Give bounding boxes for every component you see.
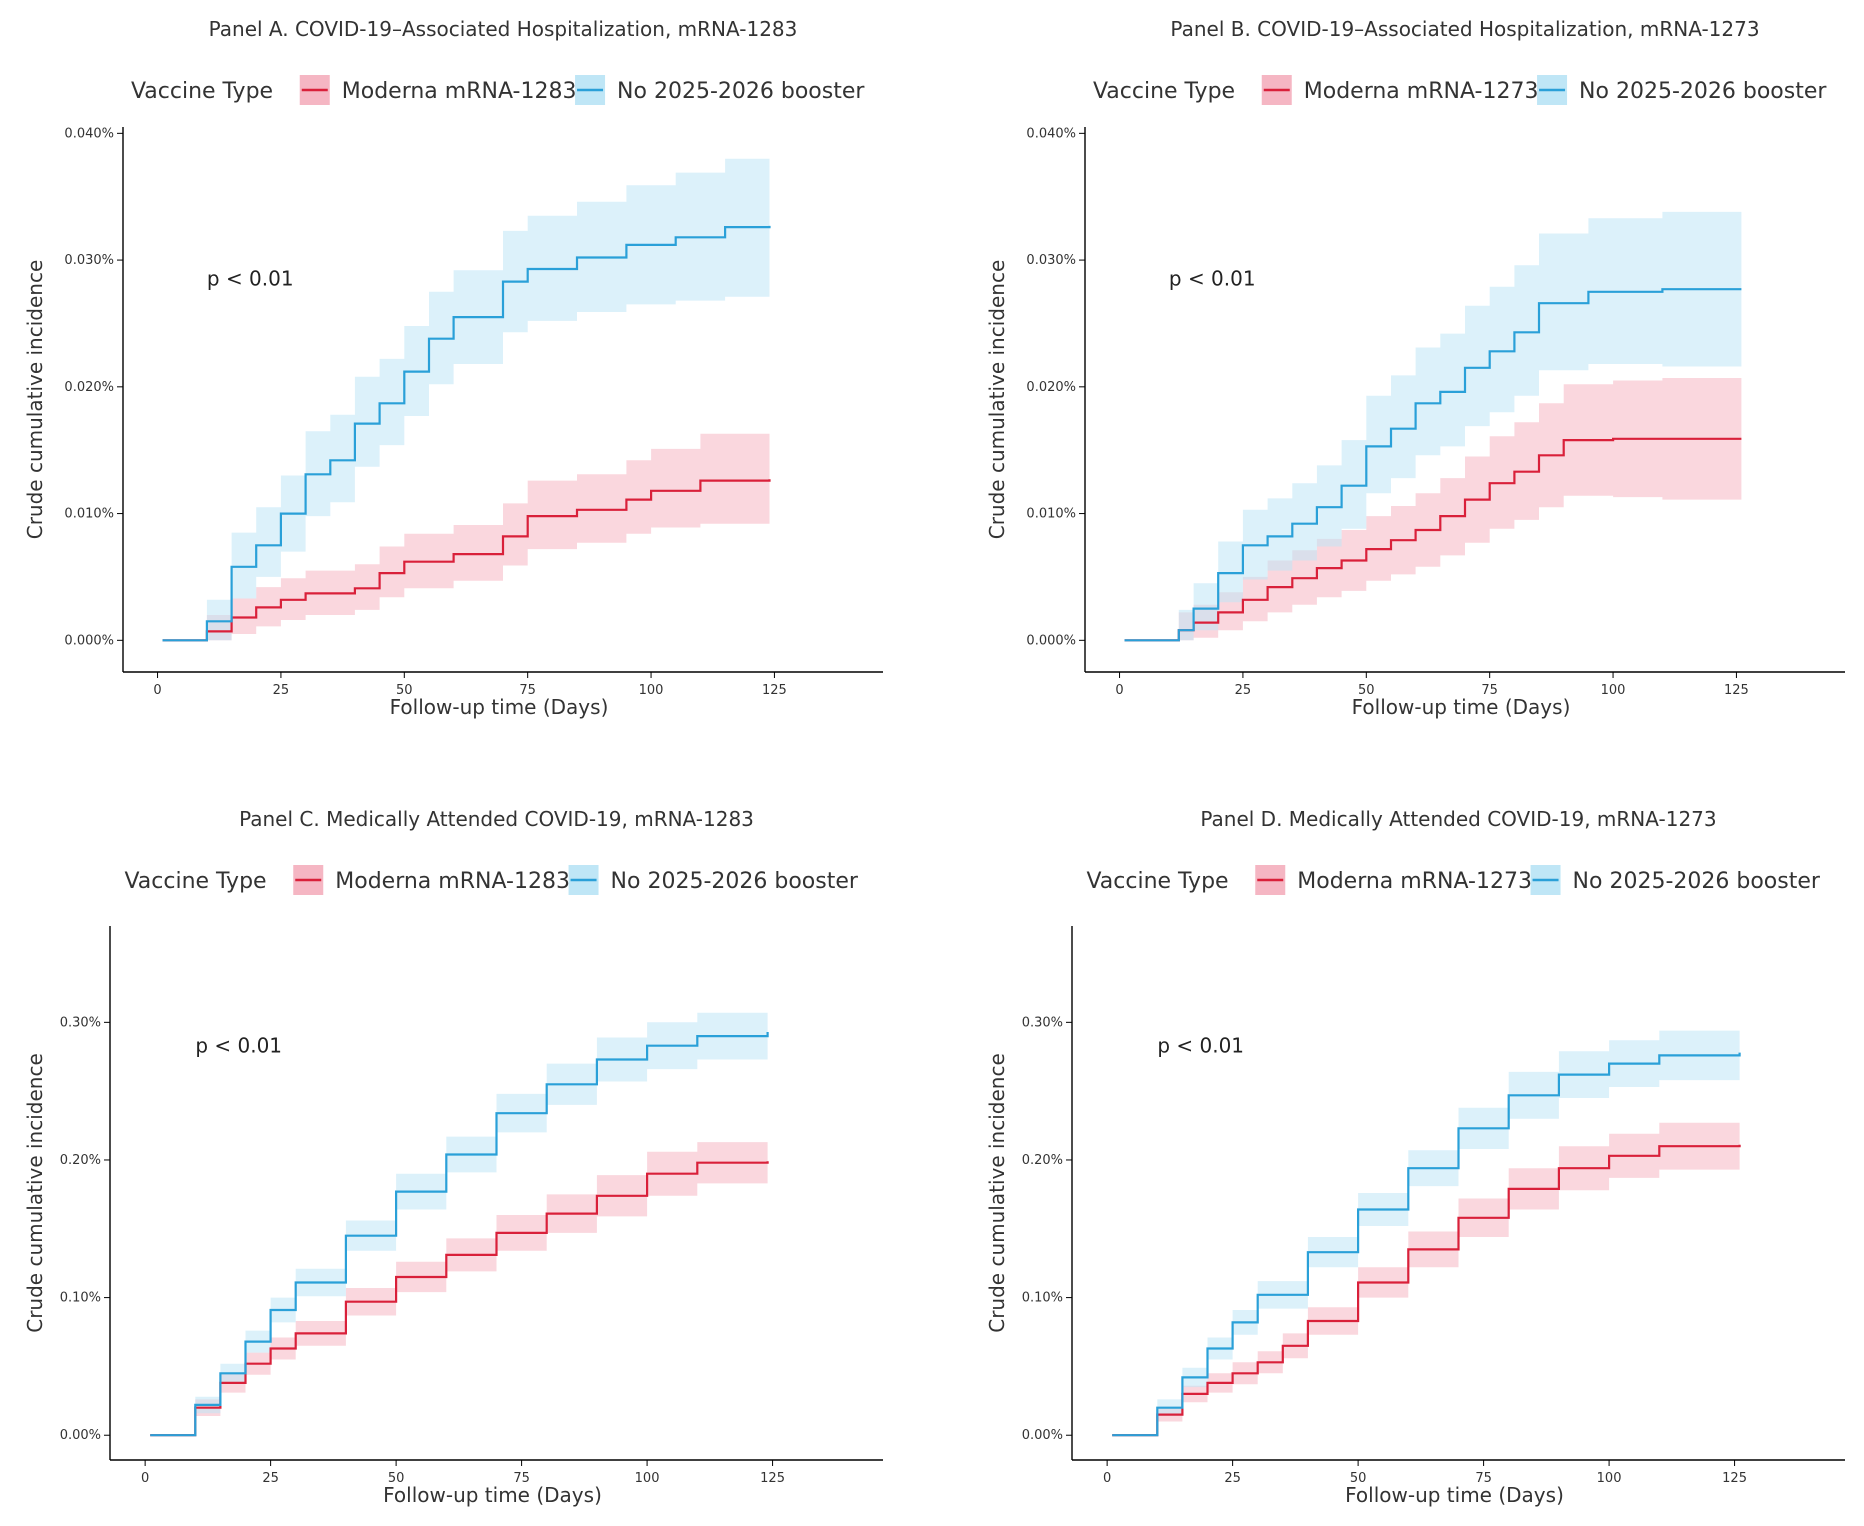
- ci-band-no-booster: [1124, 206, 1742, 641]
- series-line-no-booster: [162, 225, 771, 642]
- ci-band-vaccine: [1124, 375, 1742, 641]
- y-tick-label: 0.040%: [64, 126, 114, 141]
- series-line-no-booster: [1124, 288, 1742, 642]
- legend-item-no-booster: No 2025-2026 booster: [1579, 79, 1827, 104]
- series-line-no-booster: [1112, 1052, 1741, 1437]
- legend-title: Vaccine Type: [1086, 869, 1228, 894]
- legend-item-no-booster: No 2025-2026 booster: [617, 79, 865, 104]
- x-tick-label: 25: [262, 1471, 279, 1486]
- x-axis-title: Follow-up time (Days): [1352, 695, 1571, 719]
- legend-item-vaccine: Moderna mRNA-1283: [335, 869, 570, 894]
- x-tick-label: 125: [760, 1471, 785, 1486]
- legend: Vaccine Type Moderna mRNA-1283 No 2025-202…: [124, 865, 859, 895]
- x-tick-label: 125: [1722, 1471, 1747, 1486]
- x-axis-title: Follow-up time (Days): [383, 1483, 602, 1507]
- y-tick-label: 0.000%: [1026, 633, 1076, 648]
- y-tick-label: 0.010%: [1026, 507, 1076, 522]
- x-tick-label: 25: [273, 683, 290, 698]
- x-tick-label: 100: [639, 683, 664, 698]
- y-tick-label: 0.00%: [60, 1428, 101, 1443]
- legend-title: Vaccine Type: [1093, 79, 1235, 104]
- legend: Vaccine Type Moderna mRNA-1273 No 2025-202…: [1093, 75, 1827, 105]
- legend-item-no-booster: No 2025-2026 booster: [611, 869, 859, 894]
- panel-title: Panel D. Medically Attended COVID-19, mR…: [1200, 807, 1716, 831]
- chart-panel: Panel C. Medically Attended COVID-19, mR…: [23, 807, 883, 1507]
- p-value-annotation: p < 0.01: [1157, 1034, 1244, 1058]
- series-line-vaccine: [162, 479, 771, 642]
- series-line-vaccine: [1124, 437, 1742, 642]
- x-tick-label: 50: [1350, 1471, 1367, 1486]
- x-tick-label: 25: [1235, 683, 1252, 698]
- chart-panel: Panel B. COVID-19–Associated Hospitaliza…: [985, 17, 1845, 719]
- p-value-annotation: p < 0.01: [195, 1034, 282, 1058]
- y-tick-label: 0.020%: [64, 380, 114, 395]
- y-tick-label: 0.030%: [64, 253, 114, 268]
- legend-title: Vaccine Type: [131, 79, 273, 104]
- y-tick-label: 0.000%: [64, 633, 114, 648]
- legend-title: Vaccine Type: [124, 869, 266, 894]
- y-axis-title: Crude cumulative incidence: [985, 1053, 1009, 1333]
- y-axis-title: Crude cumulative incidence: [985, 260, 1009, 540]
- x-tick-label: 100: [635, 1471, 660, 1486]
- p-value-annotation: p < 0.01: [207, 266, 294, 290]
- x-tick-label: 0: [1103, 1471, 1111, 1486]
- x-tick-label: 25: [1224, 1471, 1241, 1486]
- series-line-vaccine: [1112, 1144, 1741, 1437]
- y-tick-label: 0.020%: [1026, 380, 1076, 395]
- legend: Vaccine Type Moderna mRNA-1273 No 2025-202…: [1086, 865, 1821, 895]
- x-tick-label: 75: [1481, 683, 1498, 698]
- chart-panel: Panel D. Medically Attended COVID-19, mR…: [985, 807, 1845, 1507]
- y-tick-label: 0.10%: [1022, 1291, 1063, 1306]
- panel-title: Panel A. COVID-19–Associated Hospitaliza…: [209, 17, 798, 41]
- y-axis-title: Crude cumulative incidence: [23, 1053, 47, 1333]
- x-tick-label: 50: [1358, 683, 1375, 698]
- y-tick-label: 0.30%: [60, 1015, 101, 1030]
- chart-panel: Panel A. COVID-19–Associated Hospitaliza…: [23, 17, 883, 719]
- y-tick-label: 0.040%: [1026, 126, 1076, 141]
- x-tick-label: 75: [513, 1471, 530, 1486]
- y-tick-label: 0.20%: [60, 1153, 101, 1168]
- y-tick-label: 0.030%: [1026, 253, 1076, 268]
- p-value-annotation: p < 0.01: [1169, 266, 1256, 290]
- ci-band-no-booster: [162, 151, 770, 641]
- x-tick-label: 100: [1601, 683, 1626, 698]
- x-tick-label: 0: [153, 683, 161, 698]
- y-tick-label: 0.00%: [1022, 1428, 1063, 1443]
- ci-band-vaccine: [150, 1140, 768, 1436]
- ci-band-vaccine: [162, 432, 770, 641]
- legend-item-vaccine: Moderna mRNA-1273: [1304, 79, 1539, 104]
- legend: Vaccine Type Moderna mRNA-1283 No 2025-202…: [131, 75, 865, 105]
- y-tick-label: 0.010%: [64, 507, 114, 522]
- x-tick-label: 75: [519, 683, 536, 698]
- series-line-no-booster: [150, 1032, 769, 1437]
- x-tick-label: 50: [388, 1471, 405, 1486]
- y-axis-title: Crude cumulative incidence: [23, 260, 47, 540]
- x-tick-label: 75: [1475, 1471, 1492, 1486]
- x-tick-label: 0: [141, 1471, 149, 1486]
- y-tick-label: 0.10%: [60, 1291, 101, 1306]
- x-axis-title: Follow-up time (Days): [390, 695, 609, 719]
- x-tick-label: 100: [1597, 1471, 1622, 1486]
- x-tick-label: 0: [1115, 683, 1123, 698]
- legend-item-vaccine: Moderna mRNA-1283: [342, 79, 577, 104]
- x-axis-title: Follow-up time (Days): [1345, 1483, 1564, 1507]
- x-tick-label: 50: [396, 683, 413, 698]
- series-line-vaccine: [150, 1161, 769, 1437]
- x-tick-label: 125: [762, 683, 787, 698]
- panel-title: Panel B. COVID-19–Associated Hospitaliza…: [1170, 17, 1759, 41]
- x-tick-label: 125: [1724, 683, 1749, 698]
- ci-band-no-booster: [150, 1008, 768, 1436]
- ci-band-no-booster: [1112, 1026, 1740, 1436]
- legend-item-vaccine: Moderna mRNA-1273: [1297, 869, 1532, 894]
- panel-title: Panel C. Medically Attended COVID-19, mR…: [239, 807, 754, 831]
- y-tick-label: 0.20%: [1022, 1153, 1063, 1168]
- ci-band-vaccine: [1112, 1120, 1740, 1436]
- legend-item-no-booster: No 2025-2026 booster: [1573, 869, 1821, 894]
- y-tick-label: 0.30%: [1022, 1015, 1063, 1030]
